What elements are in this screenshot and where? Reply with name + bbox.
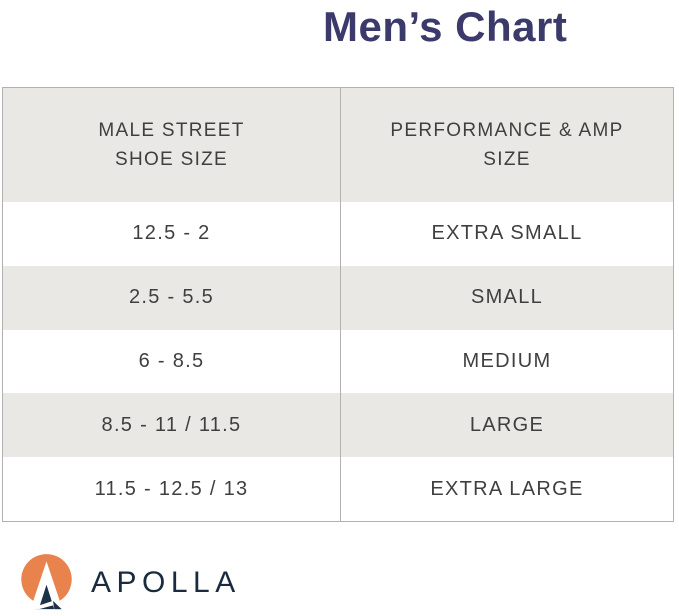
amp-size-cell: LARGE (341, 393, 673, 458)
amp-size-cell: SMALL (341, 265, 673, 330)
shoe-size-cell: 11.5 - 12.5 / 13 (3, 457, 341, 521)
shoe-size-cell: 6 - 8.5 (3, 329, 341, 394)
header-line: SIZE (483, 149, 531, 170)
shoe-size-cell: 12.5 - 2 (3, 202, 341, 266)
shoe-size-cell: 2.5 - 5.5 (3, 265, 341, 330)
column-header-amp-size-text: PERFORMANCE & AMP SIZE (390, 116, 623, 174)
column-header-amp-size: PERFORMANCE & AMP SIZE (341, 88, 673, 202)
amp-size-cell: EXTRA LARGE (430, 477, 584, 500)
column-header-shoe-size: MALE STREET SHOE SIZE (3, 88, 341, 202)
header-line: MALE STREET (98, 120, 245, 141)
amp-size-cell: EXTRA SMALL (431, 222, 583, 245)
mens-size-table: MALE STREET SHOE SIZE PERFORMANCE & AMP … (2, 87, 674, 522)
amp-size-cell: MEDIUM (462, 349, 552, 372)
brand-logo: APOLLA (19, 553, 241, 612)
column-header-shoe-size-text: MALE STREET SHOE SIZE (98, 116, 244, 174)
brand-name: APOLLA (91, 565, 241, 599)
header-line: SHOE SIZE (114, 149, 229, 170)
apolla-logo-icon (21, 554, 72, 610)
page-title: Men’s Chart (323, 3, 568, 50)
header-line: PERFORMANCE & AMP (390, 120, 624, 141)
shoe-size-cell: 8.5 - 11 / 11.5 (3, 393, 341, 458)
